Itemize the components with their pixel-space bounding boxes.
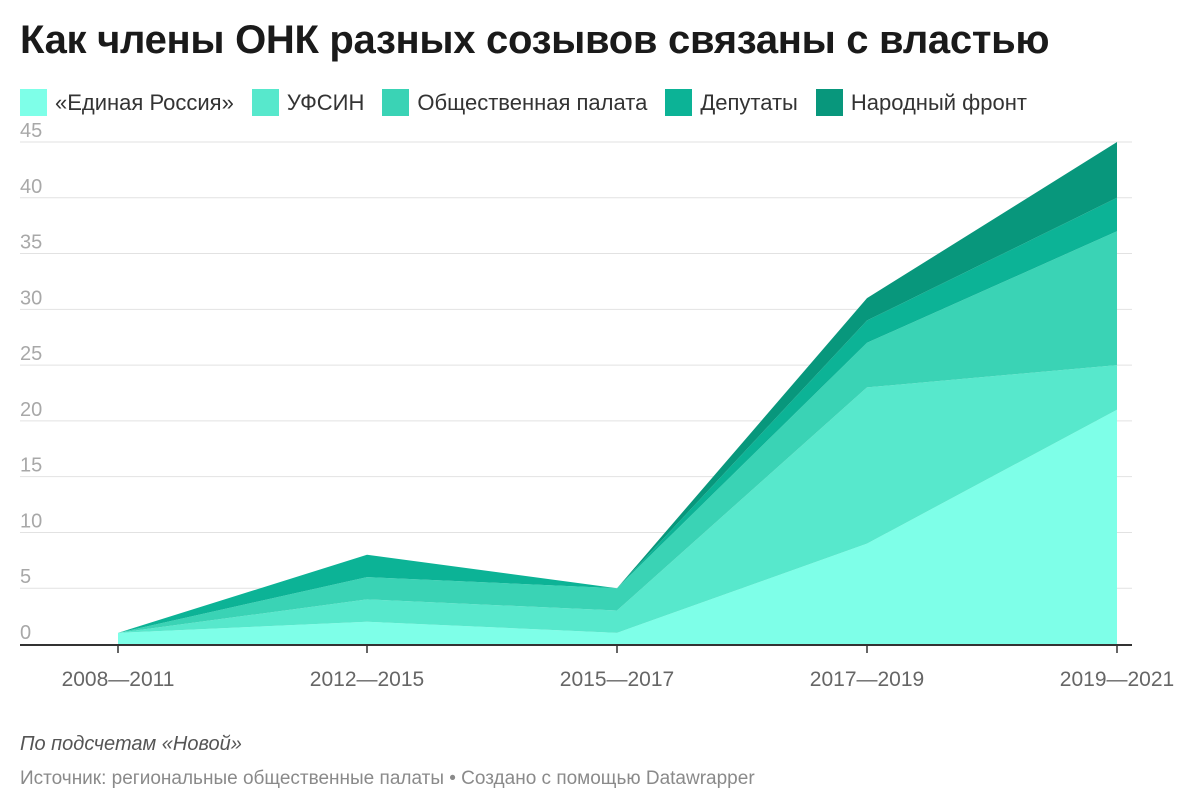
- legend-label-deputies: Депутаты: [700, 89, 798, 115]
- legend-label-united-russia: «Единая Россия»: [55, 89, 234, 115]
- legend-swatch-united-russia: [20, 89, 47, 116]
- legend-item-united-russia: «Единая Россия»: [20, 89, 234, 116]
- x-tick-label: 2012—2015: [310, 668, 424, 691]
- y-tick-label: 10: [20, 510, 42, 532]
- area-layers: [118, 142, 1117, 644]
- y-tick-label: 25: [20, 343, 42, 365]
- y-tick-label: 45: [20, 120, 42, 142]
- y-tick-label: 30: [20, 287, 42, 309]
- legend-swatch-deputies: [665, 89, 693, 116]
- x-tick-label: 2017—2019: [810, 668, 924, 691]
- x-tick-label: 2019—2021: [1060, 668, 1174, 691]
- y-tick-label: 5: [20, 566, 31, 588]
- y-tick-label: 35: [20, 232, 42, 254]
- source-line: Источник: региональные общественные пала…: [20, 768, 755, 789]
- legend-item-deputies: Депутаты: [665, 89, 798, 116]
- axes: 0 5 10 15 20 25 30 35 40 45 2008—2011 2012—2015 2015…: [20, 120, 1174, 691]
- legend-label-peoples-front: Народный фронт: [850, 89, 1027, 115]
- legend-label-public-chamber: Общественная палата: [417, 89, 648, 115]
- y-tick-label: 15: [20, 455, 42, 477]
- y-tick-label: 0: [20, 622, 31, 644]
- legend-swatch-peoples-front: [815, 89, 843, 116]
- x-tick-label: 2008—2011: [62, 668, 175, 691]
- legend-item-peoples-front: Народный фронт: [815, 89, 1027, 116]
- y-tick-label: 40: [20, 176, 42, 198]
- legend: «Единая Россия» УФСИН Общественная палат…: [20, 89, 1045, 116]
- legend-label-ufsin: УФСИН: [286, 89, 365, 115]
- x-tick-label: 2015—2017: [560, 668, 674, 691]
- legend-swatch-ufsin: [251, 89, 279, 116]
- legend-item-ufsin: УФСИН: [251, 89, 365, 116]
- chart-title: Как члены ОНК разных созывов связаны с в…: [20, 18, 1050, 62]
- footnote: По подсчетам «Новой»: [20, 733, 242, 755]
- legend-item-public-chamber: Общественная палата: [382, 89, 647, 116]
- y-tick-label: 20: [20, 399, 42, 421]
- legend-swatch-public-chamber: [382, 89, 410, 116]
- area-series-2: [118, 365, 1117, 633]
- area-series-1: [118, 409, 1117, 644]
